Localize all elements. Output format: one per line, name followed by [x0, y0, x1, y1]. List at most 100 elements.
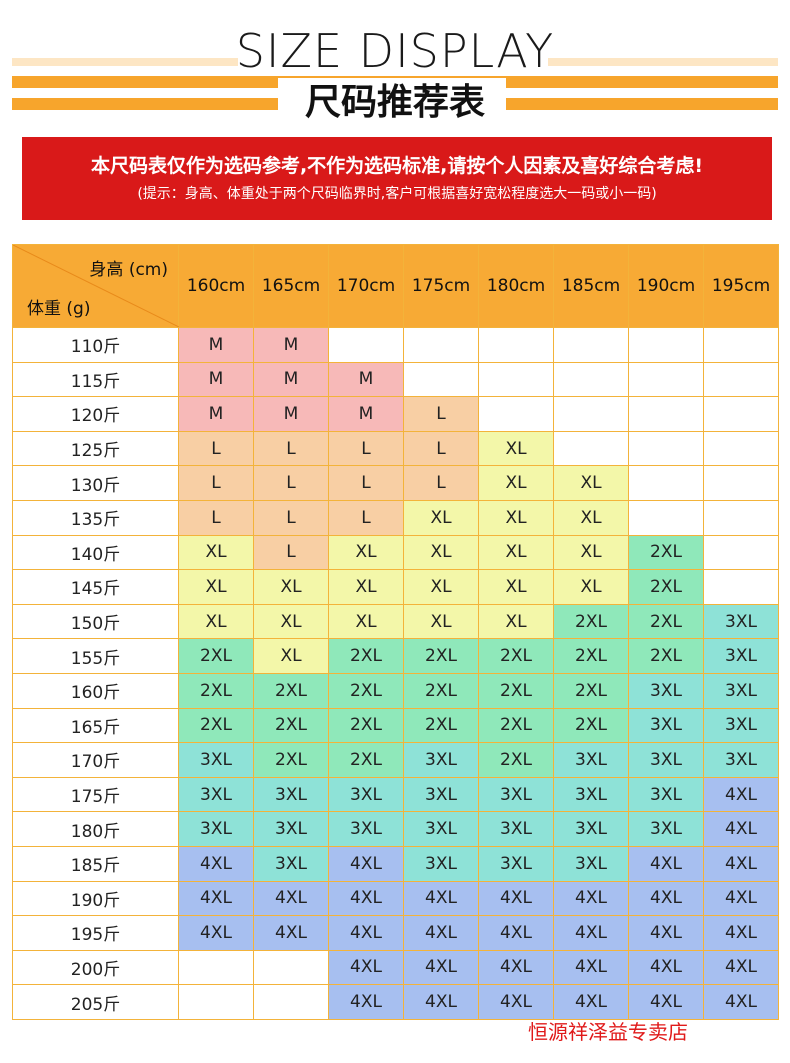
size-cell: XL: [403, 499, 479, 536]
size-cell: 3XL: [253, 845, 329, 882]
empty-cell: [553, 361, 629, 398]
empty-cell: [553, 327, 629, 363]
notice-sub-text: (提示：身高、体重处于两个尺码临界时,客户可根据喜好宽松程度选大一码或小一码): [137, 186, 657, 202]
corner-diagonal-line: [13, 245, 179, 327]
size-cell: 3XL: [703, 672, 779, 709]
weight-label: 115斤: [12, 361, 179, 398]
size-cell: XL: [403, 569, 479, 605]
size-cell: XL: [478, 430, 554, 467]
size-cell: 4XL: [403, 915, 479, 951]
size-cell: 4XL: [553, 880, 629, 917]
empty-cell: [178, 984, 254, 1020]
size-cell: 4XL: [328, 880, 404, 917]
table-row: 130斤 L L L L XL XL: [12, 465, 779, 501]
size-cell: 4XL: [178, 915, 254, 951]
height-header: 180cm: [478, 244, 554, 328]
size-cell: 4XL: [553, 915, 629, 951]
empty-cell: [703, 327, 779, 363]
weight-label: 130斤: [12, 465, 179, 501]
size-cell: 4XL: [328, 949, 404, 986]
size-cell: XL: [553, 465, 629, 501]
weight-label: 185斤: [12, 845, 179, 882]
weight-label: 175斤: [12, 776, 179, 813]
size-cell: 3XL: [253, 811, 329, 847]
size-cell: 4XL: [253, 880, 329, 917]
size-cell: L: [253, 430, 329, 467]
weight-label: 180斤: [12, 811, 179, 847]
weight-label: 165斤: [12, 707, 179, 744]
size-cell: XL: [328, 569, 404, 605]
size-cell: 4XL: [628, 880, 704, 917]
size-cell: M: [178, 361, 254, 398]
size-cell: 2XL: [328, 672, 404, 709]
page-header: SIZE DISPLAY 尺码推荐表: [0, 0, 790, 130]
size-cell: 2XL: [553, 603, 629, 640]
weight-label: 140斤: [12, 534, 179, 571]
size-cell: L: [178, 499, 254, 536]
size-cell: L: [253, 534, 329, 571]
size-cell: XL: [253, 638, 329, 674]
empty-cell: [703, 499, 779, 536]
size-cell: XL: [478, 465, 554, 501]
empty-cell: [628, 361, 704, 398]
empty-cell: [703, 534, 779, 571]
title-chinese: 尺码推荐表: [304, 82, 485, 123]
size-cell: 4XL: [553, 984, 629, 1020]
empty-cell: [553, 396, 629, 432]
size-cell: L: [403, 465, 479, 501]
table-row: 125斤 L L L L XL: [12, 430, 779, 467]
empty-cell: [478, 396, 554, 432]
empty-cell: [628, 430, 704, 467]
size-cell: L: [403, 430, 479, 467]
empty-cell: [703, 430, 779, 467]
empty-cell: [703, 569, 779, 605]
size-cell: 2XL: [628, 603, 704, 640]
size-cell: M: [178, 327, 254, 363]
size-cell: 4XL: [478, 915, 554, 951]
table-row: 140斤 XL L XL XL XL XL 2XL: [12, 534, 779, 571]
table-row: 115斤 M M M: [12, 361, 779, 398]
size-cell: M: [253, 396, 329, 432]
size-cell: 4XL: [403, 880, 479, 917]
size-cell: XL: [553, 569, 629, 605]
size-cell: 4XL: [703, 949, 779, 986]
notice-banner: 本尺码表仅作为选码参考,不作为选码标准,请按个人因素及喜好综合考虑! (提示：身…: [22, 137, 772, 220]
size-cell: 4XL: [703, 984, 779, 1020]
size-cell: XL: [478, 499, 554, 536]
empty-cell: [478, 361, 554, 398]
size-cell: 4XL: [628, 845, 704, 882]
size-cell: 4XL: [328, 984, 404, 1020]
table-body: 110斤 M M 115斤 M M M 120斤 M M M L 125斤 L L L L XL 130斤 L L L L X…: [12, 327, 779, 1020]
table-row: 190斤 4XL 4XL 4XL 4XL 4XL 4XL 4XL 4XL: [12, 880, 779, 917]
table-row: 185斤 4XL 3XL 4XL 3XL 3XL 3XL 4XL 4XL: [12, 845, 779, 882]
size-cell: M: [253, 361, 329, 398]
size-cell: 3XL: [628, 707, 704, 744]
size-cell: L: [253, 499, 329, 536]
size-cell: 2XL: [628, 534, 704, 571]
size-cell: 3XL: [703, 638, 779, 674]
size-cell: 2XL: [178, 672, 254, 709]
size-cell: 3XL: [703, 742, 779, 778]
size-cell: 4XL: [628, 915, 704, 951]
size-cell: XL: [478, 534, 554, 571]
size-cell: XL: [403, 534, 479, 571]
weight-label: 125斤: [12, 430, 179, 467]
size-cell: 3XL: [703, 603, 779, 640]
empty-cell: [628, 465, 704, 501]
size-cell: 2XL: [178, 638, 254, 674]
size-cell: 3XL: [253, 776, 329, 813]
table-row: 145斤 XL XL XL XL XL XL 2XL: [12, 569, 779, 605]
size-cell: 3XL: [478, 776, 554, 813]
height-header: 190cm: [628, 244, 704, 328]
table-row: 165斤 2XL 2XL 2XL 2XL 2XL 2XL 3XL 3XL: [12, 707, 779, 744]
size-cell: 4XL: [553, 949, 629, 986]
size-cell: XL: [253, 569, 329, 605]
size-cell: 2XL: [403, 672, 479, 709]
size-cell: XL: [553, 534, 629, 571]
table-header-row: 身高 (cm) 体重 (g) 160cm 165cm 170cm 175cm 180cm…: [12, 244, 779, 328]
empty-cell: [703, 396, 779, 432]
weight-label: 145斤: [12, 569, 179, 605]
table-row: 170斤 3XL 2XL 2XL 3XL 2XL 3XL 3XL 3XL: [12, 742, 779, 778]
size-cell: 3XL: [628, 776, 704, 813]
empty-cell: [403, 361, 479, 398]
